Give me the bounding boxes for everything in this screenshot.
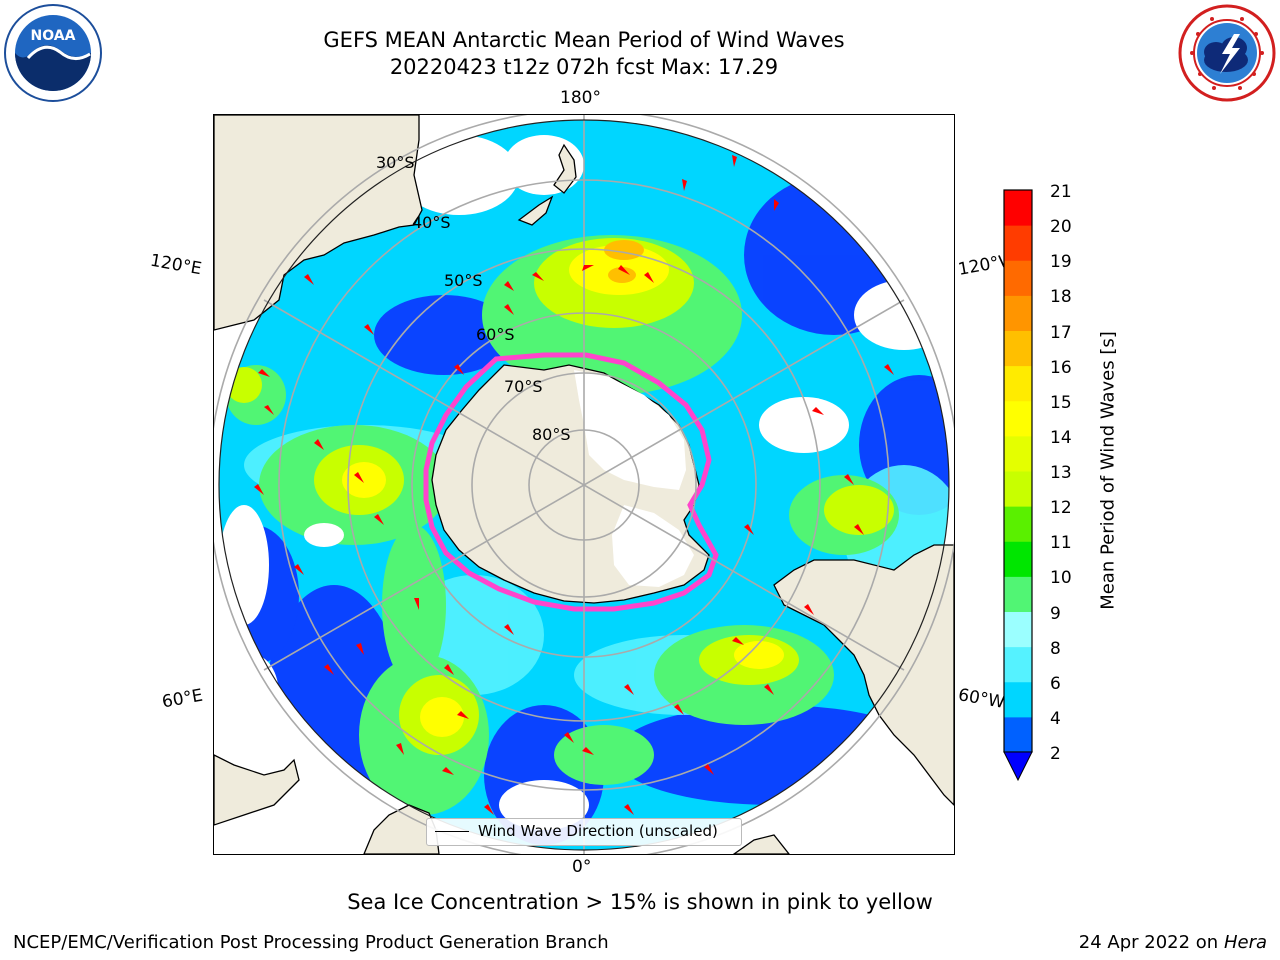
lat-label-70s: 70°S <box>504 377 543 396</box>
colorbar-tick-label: 20 <box>1050 217 1072 238</box>
footer-date-text: 24 Apr 2022 on <box>1078 932 1224 953</box>
colorbar-tick-label: 21 <box>1050 182 1072 202</box>
colorbar-label: Mean Period of Wind Waves [s] <box>1097 331 1119 610</box>
lon-label-top: 180° <box>560 88 601 108</box>
map-legend: Wind Wave Direction (unscaled) <box>426 818 742 846</box>
lon-label-upper-left: 120°E <box>148 250 204 280</box>
colorbar-swatch <box>1004 295 1032 331</box>
colorbar-swatch <box>1004 330 1032 367</box>
colorbar-tick-label: 12 <box>1050 498 1072 519</box>
legend-line-icon <box>435 831 469 832</box>
lat-label-30s: 30°S <box>376 153 415 172</box>
footer-host: Hera <box>1223 932 1267 953</box>
chart-title: GEFS MEAN Antarctic Mean Period of Wind … <box>323 28 845 52</box>
lat-label-50s: 50°S <box>444 271 483 290</box>
sea-ice-edge <box>423 352 719 612</box>
colorbar-swatch <box>1004 506 1032 542</box>
colorbar-swatch <box>1004 611 1032 648</box>
nws-logo <box>1178 4 1276 102</box>
legend-label: Wind Wave Direction (unscaled) <box>478 822 718 840</box>
colorbar-tick-label: 16 <box>1050 357 1072 378</box>
map-frame <box>213 114 955 855</box>
colorbar-swatch <box>1004 365 1032 402</box>
lat-label-80s: 80°S <box>532 425 571 444</box>
colorbar-swatch <box>1004 225 1032 261</box>
colorbar-ticks: 2 4 6 8 9 10 11 12 13 14 15 16 17 18 19 20 21 <box>1050 178 1100 768</box>
polar-map-canvas <box>208 109 960 861</box>
colorbar-swatch <box>1004 471 1032 507</box>
colorbar-swatch <box>1004 681 1032 718</box>
colorbar-tick-label: 11 <box>1050 533 1072 554</box>
colorbar-extend-arrow <box>1003 751 1033 782</box>
footer-date: 24 Apr 2022 on Hera <box>1079 932 1267 953</box>
colorbar-tick-label: 18 <box>1050 287 1072 308</box>
footer-credit: NCEP/EMC/Verification Post Processing Pr… <box>13 932 609 953</box>
colorbar-tick-label: 2 <box>1050 744 1061 764</box>
colorbar-swatch <box>1004 541 1032 577</box>
colorbar-swatch <box>1004 435 1032 472</box>
lon-label-bottom: 0° <box>572 857 592 877</box>
lon-label-lower-left: 60°E <box>160 685 205 713</box>
colorbar-swatch <box>1004 400 1032 437</box>
colorbar-tick-label: 8 <box>1050 638 1061 659</box>
colorbar-swatch <box>1004 260 1032 296</box>
wind-wave-arrows <box>254 155 894 815</box>
colorbar-tick-label: 6 <box>1050 673 1061 694</box>
lat-label-40s: 40°S <box>412 213 451 232</box>
colorbar-swatch <box>1004 646 1032 683</box>
colorbar-tick-label: 19 <box>1050 252 1072 273</box>
lat-label-60s: 60°S <box>476 325 515 344</box>
sea-ice-note: Sea Ice Concentration > 15% is shown in … <box>347 890 933 914</box>
colorbar-tick-label: 4 <box>1050 708 1061 729</box>
colorbar-swatch <box>1004 190 1032 226</box>
colorbar-swatch <box>1004 716 1032 753</box>
lon-label-lower-right: 60°W <box>956 685 1007 713</box>
polar-map: 180° 0° 120°E 120°W 60°E 60°W 30°S 40°S … <box>149 88 1017 877</box>
colorbar-tick-label: 13 <box>1050 463 1072 483</box>
colorbar-scale <box>1003 189 1033 782</box>
colorbar-tick-label: 9 <box>1050 603 1061 624</box>
svg-text:NOAA: NOAA <box>31 28 76 44</box>
colorbar-tick-label: 10 <box>1050 568 1072 589</box>
colorbar-tick-label: 17 <box>1050 322 1072 343</box>
colorbar-tick-label: 15 <box>1050 392 1072 413</box>
noaa-logo: NOAA <box>4 4 102 102</box>
colorbar <box>1000 186 1040 786</box>
colorbar-swatch <box>1004 576 1032 612</box>
colorbar-tick-label: 14 <box>1050 427 1072 448</box>
chart-subtitle: 20220423 t12z 072h fcst Max: 17.29 <box>389 55 779 79</box>
